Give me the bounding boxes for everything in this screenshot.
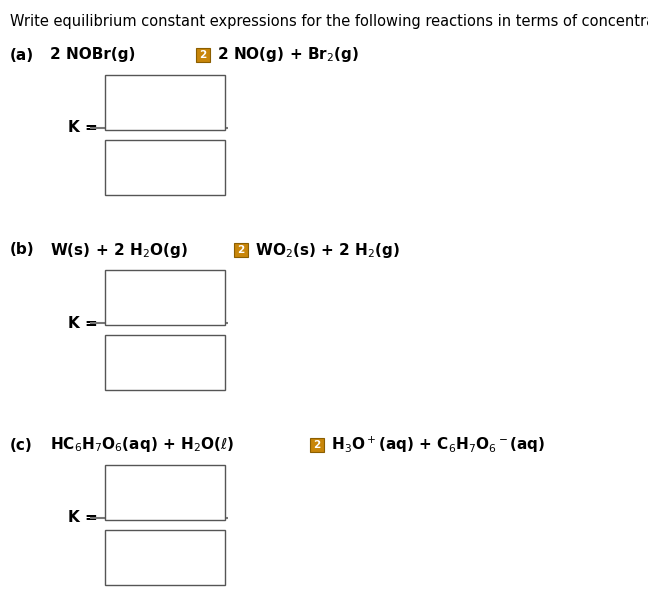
Bar xyxy=(105,140,225,195)
Text: (a): (a) xyxy=(10,47,34,63)
Text: 2: 2 xyxy=(237,245,245,255)
Text: (c): (c) xyxy=(10,438,33,452)
Bar xyxy=(234,243,248,257)
Text: 2: 2 xyxy=(200,50,207,60)
Bar xyxy=(105,270,225,325)
Text: 2 NOBr(g): 2 NOBr(g) xyxy=(50,47,141,63)
Text: K =: K = xyxy=(68,510,98,526)
Text: H$_3$O$^+$(aq) + C$_6$H$_7$O$_6$$^-$(aq): H$_3$O$^+$(aq) + C$_6$H$_7$O$_6$$^-$(aq) xyxy=(326,435,546,455)
Text: Write equilibrium constant expressions for the following reactions in terms of c: Write equilibrium constant expressions f… xyxy=(10,14,648,29)
Text: K =: K = xyxy=(68,316,98,330)
Text: 2 NO(g) + Br$_2$(g): 2 NO(g) + Br$_2$(g) xyxy=(212,46,359,64)
Bar xyxy=(196,48,210,62)
Text: 2: 2 xyxy=(314,440,321,450)
Bar xyxy=(105,530,225,585)
Bar xyxy=(105,335,225,390)
Bar xyxy=(310,438,324,452)
Text: WO$_2$(s) + 2 H$_2$(g): WO$_2$(s) + 2 H$_2$(g) xyxy=(250,240,400,260)
Text: K =: K = xyxy=(68,121,98,135)
Text: HC$_6$H$_7$O$_6$(aq) + H$_2$O($\ell$): HC$_6$H$_7$O$_6$(aq) + H$_2$O($\ell$) xyxy=(50,435,236,455)
Text: (b): (b) xyxy=(10,243,34,257)
Bar xyxy=(105,75,225,130)
Text: W(s) + 2 H$_2$O(g): W(s) + 2 H$_2$O(g) xyxy=(50,240,189,260)
Bar xyxy=(105,465,225,520)
